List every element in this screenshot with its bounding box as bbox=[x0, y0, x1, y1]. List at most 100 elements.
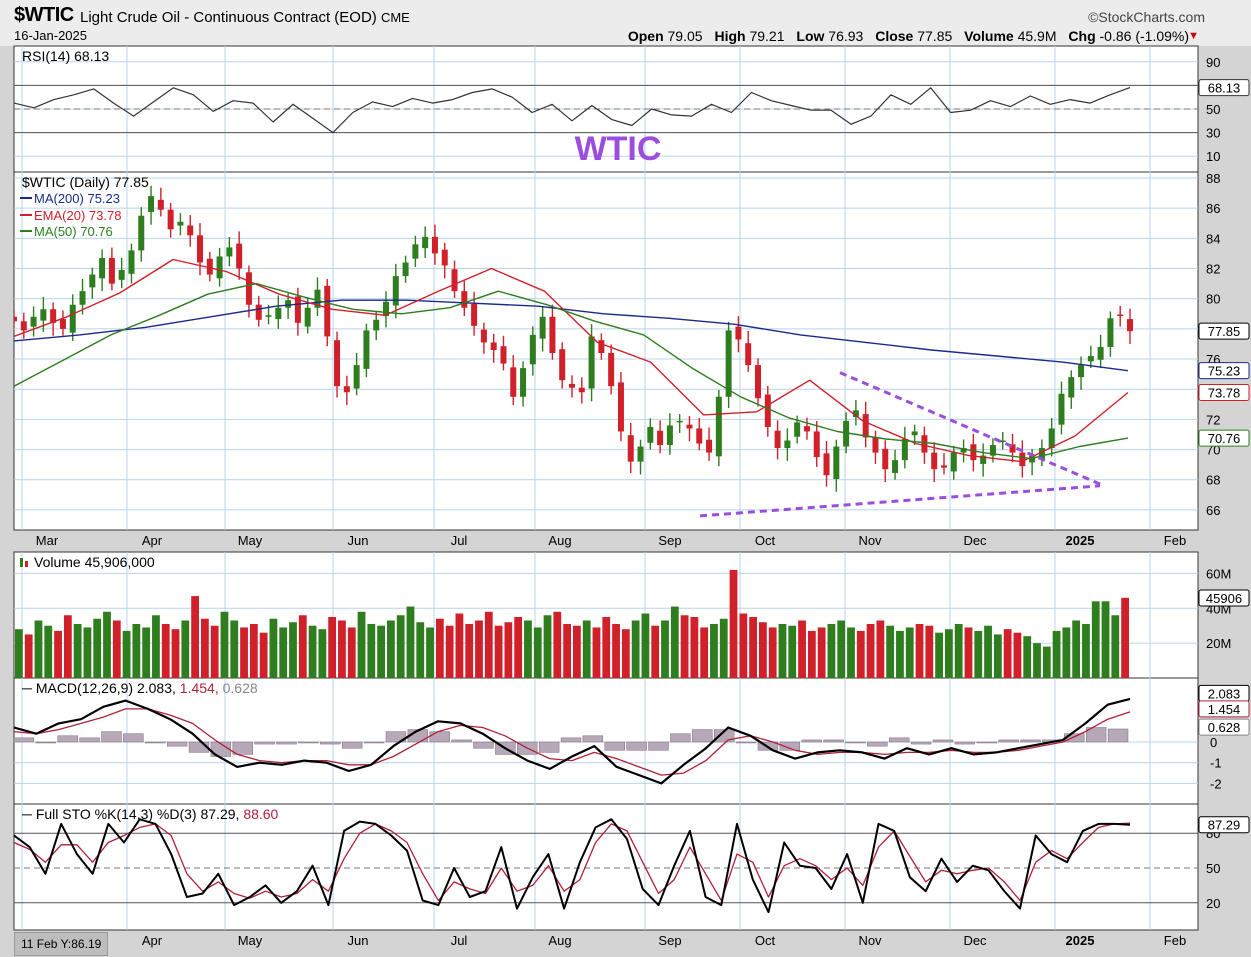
macd-histogram-bar bbox=[254, 741, 275, 745]
macd-histogram-bar bbox=[823, 739, 844, 743]
candle-body bbox=[657, 430, 664, 446]
value-tag-text: 87.29 bbox=[1208, 818, 1241, 833]
macd-histogram-bar bbox=[779, 741, 801, 751]
volume-icon bbox=[20, 558, 23, 567]
sto-legend-part: ─ bbox=[21, 806, 36, 822]
candle-body bbox=[431, 236, 438, 254]
macd-value-tag: 2.083 bbox=[1198, 684, 1250, 702]
candle-body bbox=[441, 249, 448, 266]
x-tick-label-bottom: Apr bbox=[142, 933, 163, 948]
value-tag-box bbox=[1198, 322, 1250, 340]
candle-body bbox=[1068, 377, 1075, 398]
volume-bar bbox=[925, 625, 934, 678]
candle-body bbox=[30, 316, 37, 327]
volume-bar bbox=[876, 620, 885, 678]
candle-body bbox=[402, 262, 409, 277]
candle-body bbox=[50, 309, 57, 323]
candle-body bbox=[148, 196, 155, 212]
candle-body bbox=[862, 414, 869, 438]
candle-body bbox=[236, 243, 243, 269]
x-tick-label-price: 2025 bbox=[1066, 533, 1095, 548]
volume-bar bbox=[54, 630, 62, 678]
volume-bar bbox=[387, 620, 395, 678]
volume-bar bbox=[974, 630, 983, 678]
candle-body bbox=[294, 296, 301, 323]
x-tick-label-bottom: Oct bbox=[755, 933, 776, 948]
volume-bar bbox=[1091, 601, 1100, 678]
symbol-title[interactable]: $WTIC bbox=[14, 4, 74, 26]
volume-bar bbox=[1003, 629, 1012, 678]
candle-body bbox=[69, 304, 76, 333]
volume-bar bbox=[651, 625, 660, 678]
value-tag-text: 73.78 bbox=[1208, 386, 1241, 401]
volume-bar bbox=[201, 618, 209, 678]
candle-body bbox=[138, 215, 145, 251]
candle-body bbox=[108, 257, 115, 284]
x-tick-label-price: Jul bbox=[451, 533, 468, 548]
candle-body bbox=[569, 383, 575, 388]
value-tag-box bbox=[1198, 79, 1250, 97]
candle-body bbox=[764, 394, 771, 427]
macd-histogram-bar bbox=[560, 737, 582, 743]
volume-bar bbox=[103, 611, 111, 678]
candle-body bbox=[40, 309, 47, 321]
volume-bar bbox=[739, 613, 748, 678]
macd-histogram-bar bbox=[713, 729, 735, 743]
volume-bar bbox=[1052, 630, 1061, 678]
x-tick-label-bottom: Jul bbox=[451, 933, 468, 948]
volume-bar bbox=[34, 620, 43, 678]
volume-bar bbox=[719, 618, 728, 678]
sto-k-line bbox=[13, 818, 1131, 914]
candle-body bbox=[304, 307, 311, 327]
candle-body bbox=[931, 452, 938, 470]
candle-body bbox=[520, 368, 527, 397]
volume-bar bbox=[631, 620, 640, 678]
macd-histogram-bar bbox=[276, 741, 297, 745]
candle-body bbox=[578, 387, 585, 393]
macd-histogram-bar bbox=[845, 741, 866, 744]
candle-body bbox=[627, 435, 634, 462]
volume-bar bbox=[1013, 632, 1022, 678]
value-tag-box bbox=[1198, 362, 1250, 380]
volume-bar bbox=[171, 629, 180, 678]
candle-body bbox=[216, 256, 223, 279]
candle-body bbox=[471, 303, 478, 326]
macd-histogram-bar bbox=[1107, 728, 1129, 743]
volume-bar bbox=[573, 625, 581, 678]
stochastic-chart bbox=[13, 818, 1198, 914]
volume-bar bbox=[161, 623, 170, 678]
candle-body bbox=[285, 300, 292, 308]
sto-legend-part: 88.60 bbox=[243, 806, 278, 822]
volume-bar bbox=[641, 613, 650, 678]
candle-body bbox=[500, 346, 507, 364]
value-tag-text: 45906 bbox=[1206, 591, 1242, 606]
volume-bar bbox=[83, 627, 92, 678]
price-chart bbox=[14, 185, 1133, 518]
volume-bar bbox=[220, 611, 229, 678]
candle-body bbox=[941, 465, 947, 468]
candle-body bbox=[314, 289, 321, 308]
candle-body bbox=[911, 431, 918, 436]
volume-bar bbox=[24, 634, 33, 678]
x-tick-label-price: Mar bbox=[36, 533, 59, 548]
rsi-chart bbox=[13, 84, 1198, 134]
value-tag-box bbox=[1198, 589, 1250, 607]
volume-bar bbox=[230, 620, 239, 678]
candle-body bbox=[1009, 444, 1016, 453]
volume-bar bbox=[122, 630, 131, 678]
volume-bar bbox=[984, 625, 992, 678]
candle-body bbox=[637, 446, 644, 462]
volume-bar bbox=[1072, 620, 1081, 678]
candle-body bbox=[334, 340, 341, 387]
candle-body bbox=[187, 225, 194, 236]
macd-histogram-bar bbox=[889, 737, 910, 743]
source-label[interactable]: ©StockCharts.com bbox=[1088, 9, 1205, 25]
candle-body bbox=[324, 285, 331, 337]
candle-body bbox=[1019, 452, 1026, 467]
candle-body bbox=[774, 430, 781, 449]
macd-histogram-bar bbox=[954, 741, 976, 745]
value-tag-box bbox=[1198, 816, 1250, 834]
ema20-legend: EMA(20) 73.78 bbox=[34, 208, 121, 223]
volume-bar bbox=[181, 620, 190, 678]
macd-histogram-bar bbox=[801, 739, 822, 743]
